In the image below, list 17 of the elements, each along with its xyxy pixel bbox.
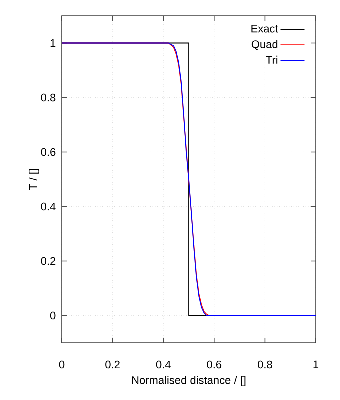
x-axis-title: Normalised distance / [] xyxy=(132,376,246,386)
y-tick-label: 0.4 xyxy=(41,202,56,211)
x-tick-label: 0.8 xyxy=(258,360,272,369)
y-tick-label: 0.6 xyxy=(41,148,56,156)
y-tick-label: 0.2 xyxy=(41,257,56,266)
x-tick-label: 1 xyxy=(314,360,319,368)
y-tick-label: 1 xyxy=(50,39,56,48)
y-axis-title: T / [] xyxy=(29,169,40,190)
legend-label: Exact xyxy=(252,25,278,33)
x-tick-label: 0.6 xyxy=(207,360,222,369)
x-tick-label: 0 xyxy=(59,360,65,369)
legend-label: Quad xyxy=(252,40,278,50)
x-tick-label: 0.2 xyxy=(106,360,120,369)
y-tick-label: 0 xyxy=(50,312,56,320)
x-tick-label: 0.4 xyxy=(156,360,171,369)
legend-label: Tri xyxy=(266,56,278,64)
y-tick-label: 0.8 xyxy=(41,94,56,102)
